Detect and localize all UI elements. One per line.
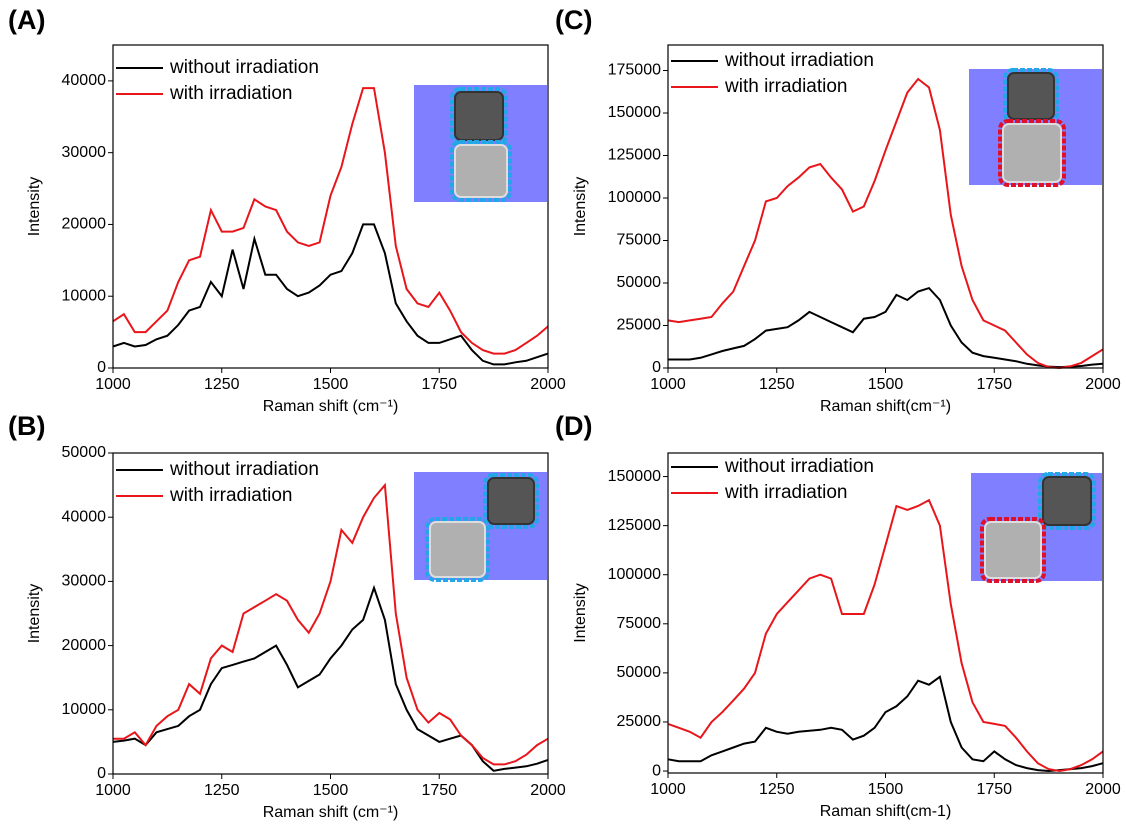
legend-label: without irradiation (724, 50, 874, 71)
y-tick-label: 50000 (617, 274, 662, 291)
y-tick-label: 0 (652, 359, 661, 376)
legend-label: without irradiation (169, 459, 319, 480)
inset-particle-outline (980, 517, 1046, 583)
y-tick-label: 20000 (62, 216, 107, 233)
x-tick-label: 1500 (313, 782, 349, 799)
y-tick-label: 100000 (608, 566, 661, 583)
y-tick-label: 75000 (617, 615, 662, 632)
legend-label: with irradiation (724, 482, 848, 503)
x-tick-label: 1000 (95, 782, 131, 799)
data-line (667, 77, 1104, 370)
x-tick-label: 1000 (650, 376, 686, 393)
inset-particle (487, 477, 535, 525)
x-tick-label: 1250 (759, 781, 795, 798)
inset-particle (1002, 123, 1062, 183)
y-tick-label: 10000 (62, 287, 107, 304)
x-tick-label: 1750 (976, 376, 1012, 393)
x-tick-label: 2000 (530, 376, 566, 393)
data-line (668, 286, 1104, 369)
y-tick-label: 25000 (617, 713, 662, 730)
x-tick-label: 1500 (868, 376, 904, 393)
y-axis-label: Intensity (572, 177, 589, 237)
x-tick-label: 1500 (313, 376, 349, 393)
legend-label: with irradiation (724, 76, 848, 97)
data-line (667, 498, 1104, 773)
y-tick-label: 30000 (62, 573, 107, 590)
x-tick-label: 1250 (759, 376, 795, 393)
x-axis-label: Raman shift (cm⁻¹) (263, 804, 399, 821)
data-line (112, 87, 549, 355)
legend-label: with irradiation (169, 485, 293, 506)
inset-particle-outline (1038, 472, 1096, 530)
inset-particle (1042, 476, 1092, 526)
x-tick-label: 1750 (976, 781, 1012, 798)
y-tick-label: 175000 (608, 62, 661, 79)
inset-particle-outline (425, 517, 490, 582)
panel-label: (B) (8, 411, 45, 441)
x-axis-label: Raman shift (cm⁻¹) (263, 398, 399, 415)
data-line (112, 223, 549, 366)
x-tick-label: 1250 (204, 782, 240, 799)
y-tick-label: 50000 (617, 664, 662, 681)
inset-particle (454, 144, 508, 198)
x-tick-label: 1000 (95, 376, 131, 393)
y-tick-label: 100000 (608, 189, 661, 206)
inset-particle (1007, 72, 1055, 120)
x-tick-label: 1750 (421, 376, 457, 393)
y-tick-label: 40000 (62, 72, 107, 89)
y-tick-label: 10000 (62, 701, 107, 718)
y-tick-label: 75000 (617, 232, 662, 249)
legend-label: without irradiation (169, 57, 319, 78)
y-tick-label: 30000 (62, 144, 107, 161)
x-axis-label: Raman shift(cm-1) (820, 803, 952, 820)
y-tick-label: 0 (652, 762, 661, 779)
inset-particle (429, 521, 486, 578)
y-tick-label: 125000 (608, 147, 661, 164)
data-line (113, 482, 549, 766)
inset-particle-outline (450, 140, 512, 202)
inset-particle (984, 521, 1042, 579)
x-tick-label: 2000 (1085, 376, 1121, 393)
legend-label: without irradiation (724, 456, 874, 477)
y-tick-label: 25000 (617, 317, 662, 334)
y-tick-label: 0 (97, 765, 106, 782)
y-axis-label: Intensity (26, 177, 43, 237)
y-axis-label: Intensity (572, 583, 589, 643)
data-line (112, 584, 549, 772)
panel-label: (C) (555, 5, 592, 35)
x-tick-label: 1250 (204, 376, 240, 393)
panel-label: (D) (555, 411, 592, 441)
y-tick-label: 150000 (608, 468, 661, 485)
y-axis-label: Intensity (26, 584, 43, 644)
x-tick-label: 2000 (1085, 781, 1121, 798)
y-tick-label: 50000 (62, 444, 107, 461)
x-axis-label: Raman shift(cm⁻¹) (820, 398, 951, 415)
y-tick-label: 20000 (62, 637, 107, 654)
inset-particle-outline (998, 119, 1066, 187)
y-tick-label: 40000 (62, 508, 107, 525)
x-tick-label: 1750 (421, 782, 457, 799)
legend-label: with irradiation (169, 83, 293, 104)
y-tick-label: 0 (97, 359, 106, 376)
y-tick-label: 150000 (608, 104, 661, 121)
y-tick-label: 125000 (608, 517, 661, 534)
x-tick-label: 1500 (868, 781, 904, 798)
x-tick-label: 1000 (650, 781, 686, 798)
inset-particle-outline (483, 473, 539, 529)
data-line (667, 675, 1104, 773)
x-tick-label: 2000 (530, 782, 566, 799)
panel-label: (A) (8, 5, 45, 35)
inset-particle (454, 91, 504, 141)
